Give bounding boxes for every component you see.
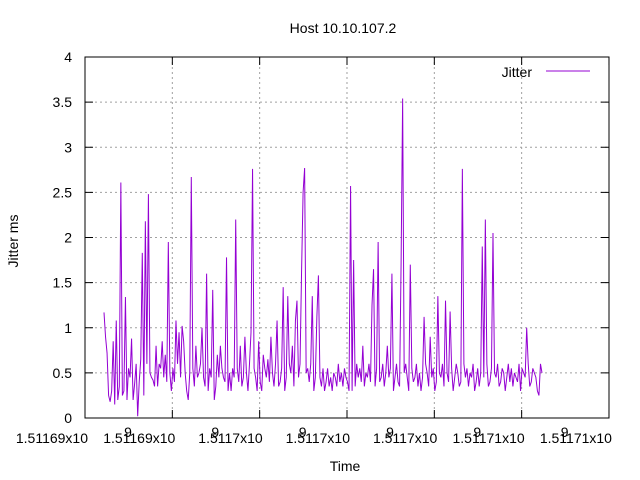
x-tick-label: 1.5117x10 (373, 430, 438, 446)
x-tick-label: 1.51169x10 (16, 430, 88, 446)
x-axis-label: Time (330, 458, 361, 474)
x-tick-exponent: 9 (299, 424, 307, 440)
y-tick-label: 3 (64, 139, 72, 155)
x-tick-label: 1.51169x10 (103, 430, 175, 446)
x-tick-exponent: 9 (211, 424, 219, 440)
y-tick-label: 0.5 (53, 365, 73, 381)
y-axis-label: Jitter ms (5, 215, 21, 268)
y-tick-label: 3.5 (53, 94, 73, 110)
x-tick-exponent: 9 (561, 424, 569, 440)
y-tick-label: 1 (64, 320, 72, 336)
y-tick-label: 2 (64, 230, 72, 246)
x-tick-label: 1.5117x10 (286, 430, 351, 446)
legend: Jitter (502, 64, 590, 80)
x-tick-label: 1.5117x10 (198, 430, 263, 446)
y-tick-label: 4 (64, 49, 72, 65)
y-tick-label: 0 (64, 410, 72, 426)
x-axis-ticks: 1.51169x10 91.51169x10 91.5117x10 91.5117x1… (16, 57, 612, 446)
y-tick-label: 1.5 (53, 275, 73, 291)
series-jitter-line (103, 98, 543, 417)
series-lines (103, 98, 543, 417)
grid-lines (85, 57, 609, 418)
y-tick-label: 2.5 (53, 184, 73, 200)
x-tick-exponent: 9 (124, 424, 132, 440)
x-tick-exponent: 9 (386, 424, 394, 440)
x-tick-label: 1.51171x10 (540, 430, 612, 446)
legend-label: Jitter (502, 64, 533, 80)
x-tick-label: 1.51171x10 (453, 430, 525, 446)
y-axis-ticks: 0 0.5 1 1.5 2 2.5 3 3.5 4 (53, 49, 609, 426)
chart-title: Host 10.10.107.2 (290, 20, 397, 36)
x-tick-exponent: 9 (473, 424, 481, 440)
